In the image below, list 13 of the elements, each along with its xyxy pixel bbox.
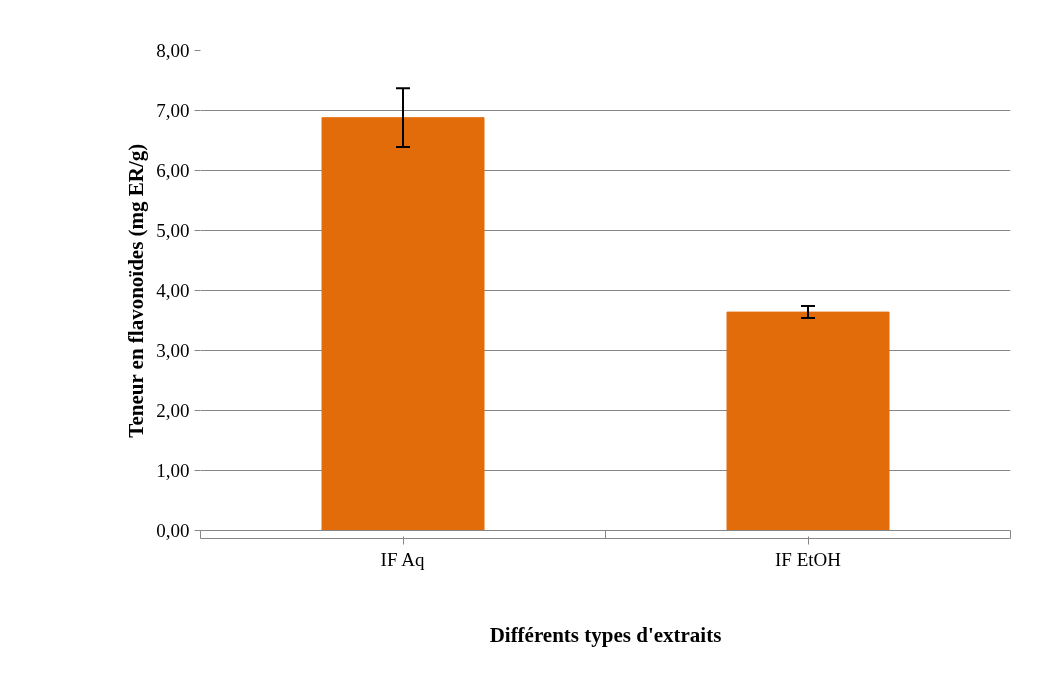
x-tick-label: IF Aq [380,548,425,570]
y-tick-label: 3,00 [156,340,190,361]
y-tick-label: 2,00 [156,400,190,421]
y-tick-label: 8,00 [156,40,190,61]
y-tick-label: 6,00 [156,160,190,181]
y-tick-label: 1,00 [156,460,190,481]
x-tick-label: IF EtOH [775,548,842,570]
y-tick-label: 7,00 [156,100,190,121]
y-axis-title: Teneur en flavonoïdes (mg ER/g) [124,143,149,438]
y-tick-label: 0,00 [156,520,190,541]
y-tick-label: 5,00 [156,220,190,241]
y-tick-label: 4,00 [156,280,190,301]
x-axis-title: Différents types d'extraits [489,622,722,647]
